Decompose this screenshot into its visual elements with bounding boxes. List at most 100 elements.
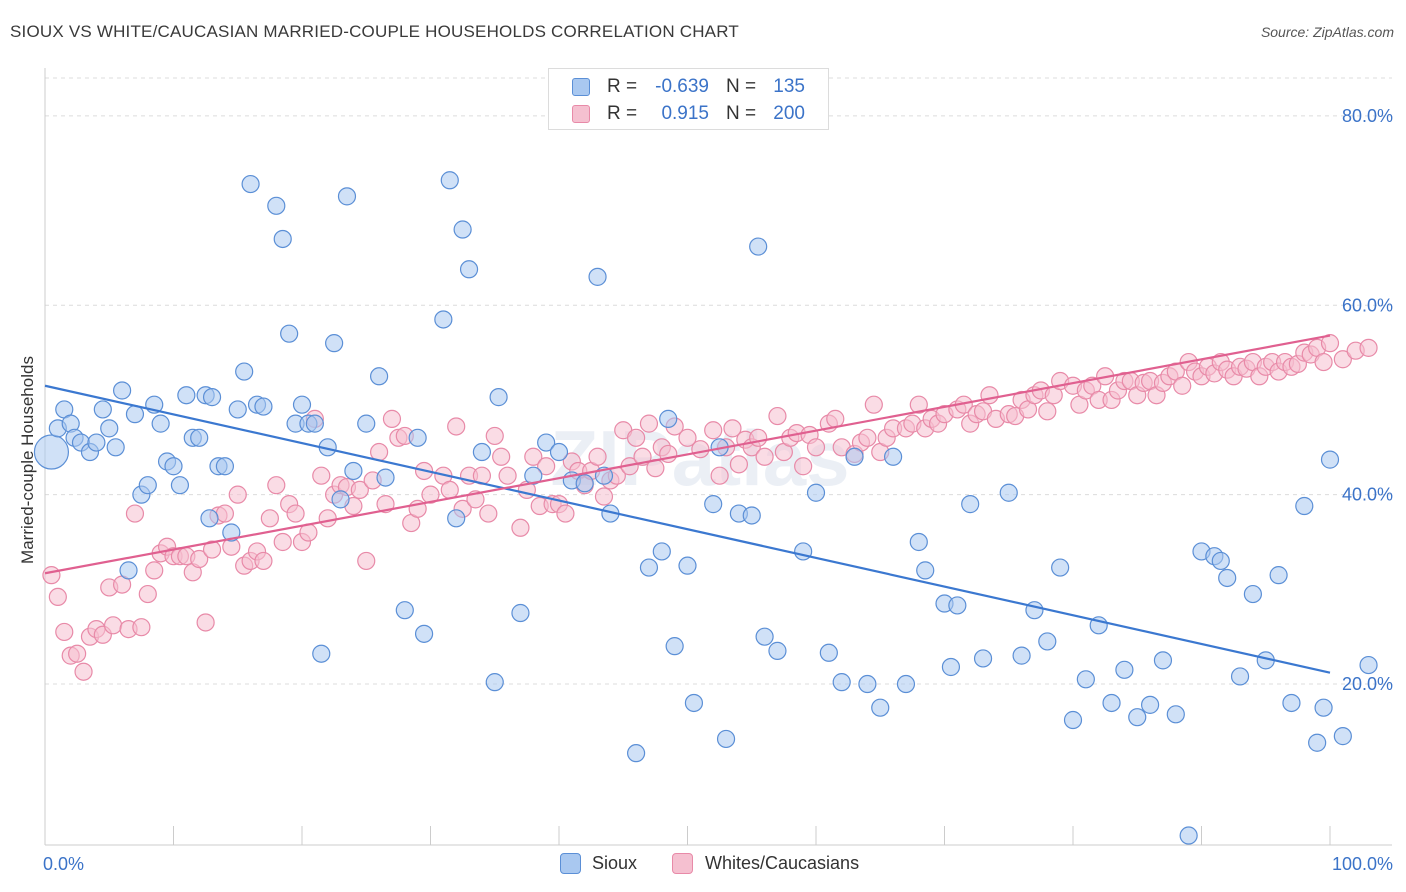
whites-legend-swatch — [672, 853, 693, 874]
whites-point — [826, 409, 845, 428]
whites-point — [145, 561, 164, 580]
sioux-point — [1140, 695, 1160, 714]
whites-point — [42, 566, 61, 585]
sioux-point — [973, 649, 993, 668]
sioux-point — [87, 433, 106, 452]
sioux-point — [588, 267, 607, 286]
sioux-point — [453, 220, 472, 239]
sioux-point — [871, 698, 890, 717]
whites-point — [723, 419, 742, 438]
whites-point — [48, 587, 67, 607]
sioux-point — [1243, 584, 1263, 604]
y-axis-title: Married-couple Households — [18, 356, 37, 564]
whites-point — [485, 426, 504, 446]
whites-point — [1314, 352, 1333, 372]
sioux-point — [151, 414, 170, 433]
sioux-point — [376, 468, 395, 487]
sioux-point — [768, 641, 787, 660]
whites-point — [273, 532, 292, 552]
whites-point — [125, 504, 145, 523]
sioux-n-value: 135 — [773, 76, 805, 97]
sioux-point — [414, 624, 434, 643]
sioux-point — [948, 596, 967, 615]
sioux-point — [1166, 705, 1185, 724]
whites-point — [498, 466, 517, 485]
sioux-point — [806, 483, 826, 502]
sioux-point — [1282, 693, 1301, 713]
sioux-point — [202, 388, 222, 407]
whites-point — [479, 504, 498, 523]
sioux-point — [138, 476, 157, 495]
y-tick-label: 80.0% — [1342, 106, 1393, 126]
whites-point — [254, 551, 273, 571]
whites-point — [286, 504, 305, 523]
sioux-point — [1115, 660, 1134, 679]
sioux-swatch — [572, 78, 590, 96]
whites-point — [594, 487, 614, 506]
whites-legend-label: Whites/Caucasians — [705, 853, 860, 873]
whites-point — [138, 584, 157, 604]
sioux-point — [106, 438, 125, 457]
sioux-point — [190, 428, 209, 447]
whites-point — [318, 509, 337, 528]
sioux-point — [370, 367, 389, 386]
y-tick-label: 20.0% — [1342, 674, 1393, 694]
sioux-point — [100, 419, 119, 438]
whites-point — [215, 504, 234, 523]
sioux-point — [280, 324, 299, 343]
whites-point — [202, 540, 222, 559]
sioux-point — [896, 674, 916, 694]
sioux-point — [832, 673, 851, 692]
whites-point — [1173, 376, 1192, 395]
sioux-point — [177, 386, 196, 405]
sioux-point — [1063, 710, 1083, 730]
sioux-point — [1308, 733, 1327, 752]
sioux-point — [961, 495, 980, 514]
sioux-trend-line — [44, 384, 1331, 674]
whites-point — [691, 440, 710, 459]
whites-point — [312, 466, 331, 485]
whites-point — [556, 504, 575, 523]
whites-point — [864, 395, 883, 414]
sioux-point — [440, 171, 459, 190]
sioux-point — [1218, 568, 1237, 588]
chart-title: SIOUX VS WHITE/CAUCASIAN MARRIED-COUPLE … — [10, 22, 739, 41]
sioux-point — [1051, 558, 1070, 577]
sioux-point — [434, 310, 453, 329]
sioux-point — [1230, 667, 1250, 686]
sioux-point — [704, 495, 723, 514]
whites-point — [768, 406, 787, 426]
sioux-point — [537, 433, 556, 452]
trend-lines — [44, 334, 1331, 674]
whites-point — [858, 428, 877, 447]
whites-point — [909, 395, 928, 414]
sioux-point — [472, 442, 491, 462]
whites-n-value: 200 — [773, 103, 805, 124]
sioux-point — [1333, 727, 1352, 746]
whites-point — [626, 428, 646, 447]
sioux-point — [305, 414, 324, 433]
sioux-point — [845, 447, 864, 466]
sioux-point — [235, 362, 254, 381]
sioux-point — [215, 457, 234, 476]
sioux-point — [325, 334, 344, 353]
sioux-point — [916, 561, 935, 580]
sioux-point — [395, 601, 414, 620]
whites-point — [524, 447, 543, 466]
sioux-point — [1211, 551, 1230, 571]
whites-point — [1359, 338, 1378, 357]
sioux-point — [459, 260, 479, 279]
sioux-point — [331, 490, 350, 509]
whites-point — [74, 662, 93, 681]
sioux-point — [1102, 693, 1121, 713]
tick-labels: 20.0% 40.0% 60.0% 80.0% 0.0% 100.0% — [43, 106, 1393, 874]
whites-swatch — [572, 105, 590, 123]
whites-point — [1320, 334, 1340, 353]
whites-point — [132, 618, 151, 637]
sioux-point — [447, 509, 466, 528]
sioux-point — [1179, 826, 1198, 845]
sioux-point — [1025, 601, 1044, 620]
sioux-point — [170, 476, 190, 495]
whites-point — [104, 616, 123, 635]
